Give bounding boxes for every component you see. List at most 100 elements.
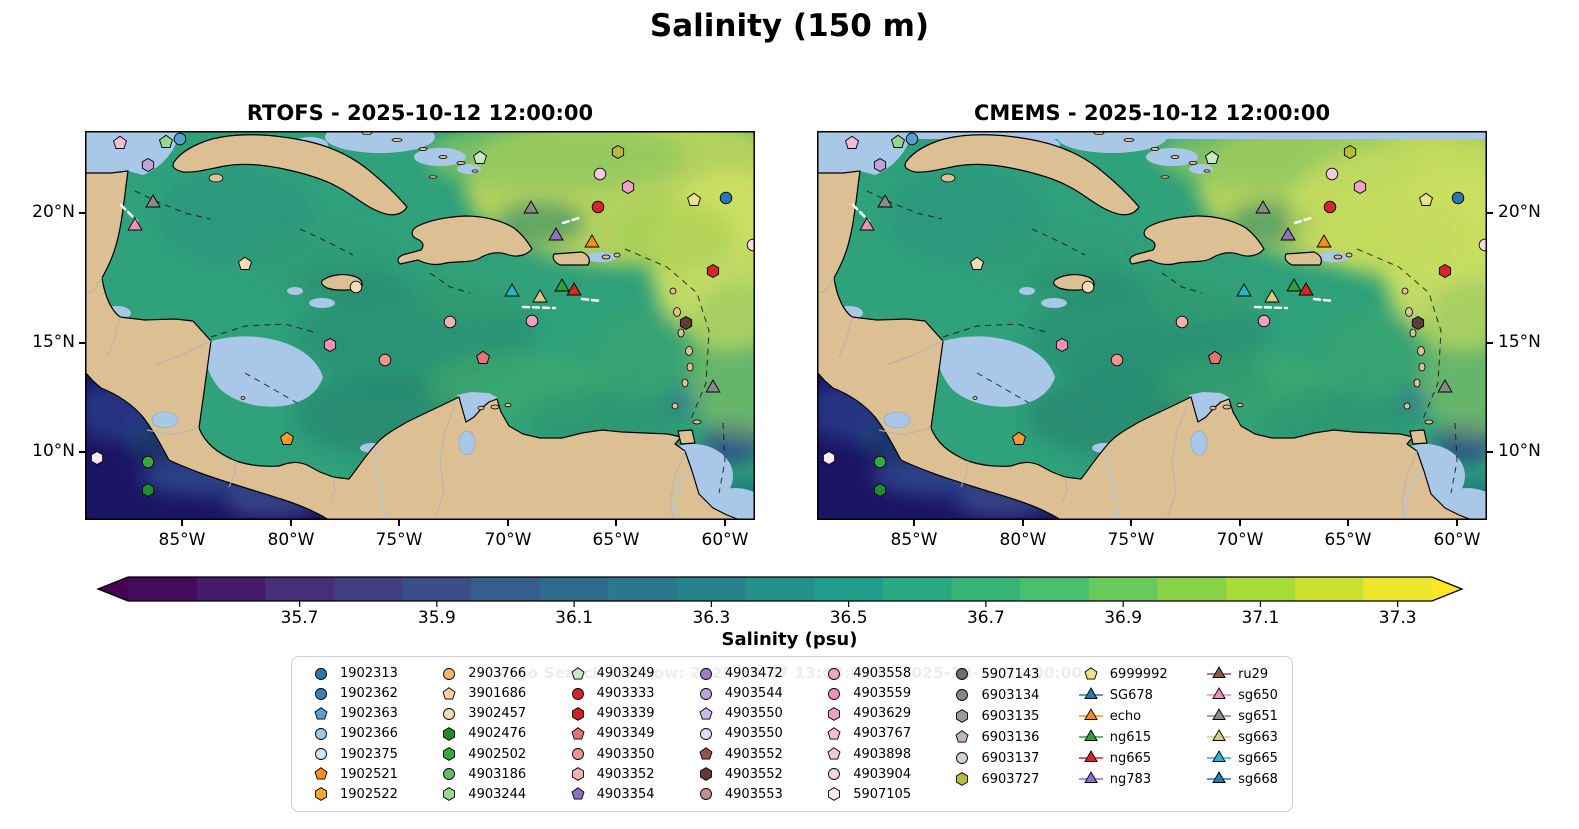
legend-column: 6999992 SG678 echo ng615 ng665 ng783 bbox=[1076, 664, 1168, 804]
x-tick-mark bbox=[615, 520, 617, 526]
platform-marker bbox=[1264, 289, 1280, 303]
platform-marker bbox=[746, 238, 755, 252]
legend-entry: ru29 bbox=[1204, 664, 1278, 684]
platform-marker bbox=[1208, 350, 1222, 364]
platform-marker bbox=[141, 455, 155, 469]
country-border bbox=[1061, 476, 1068, 504]
legend-entry: sg668 bbox=[1204, 769, 1278, 789]
legend-label: 6903136 bbox=[981, 729, 1040, 745]
lon-tick-label: 60°W bbox=[1433, 530, 1481, 550]
maritime-boundary bbox=[299, 228, 354, 256]
platform-marker bbox=[145, 194, 161, 208]
platform-marker bbox=[1012, 431, 1026, 445]
legend-label: 6903137 bbox=[981, 750, 1040, 766]
float-marker-icon bbox=[443, 787, 456, 802]
float-marker-icon bbox=[315, 728, 327, 740]
platform-marker bbox=[1280, 227, 1296, 241]
float-marker-icon bbox=[315, 667, 327, 680]
legend-label: 4903339 bbox=[596, 706, 655, 722]
legend-entry: 6903136 bbox=[947, 727, 1039, 747]
platform-marker bbox=[90, 450, 104, 466]
legend-label: ng665 bbox=[1109, 750, 1152, 766]
legend-entry: 4903244 bbox=[434, 785, 526, 804]
country-border bbox=[146, 427, 200, 436]
colorbar-tick-label: 36.5 bbox=[830, 608, 868, 627]
platform-marker bbox=[1110, 353, 1124, 367]
float-marker-icon bbox=[956, 689, 969, 701]
platform-marker bbox=[611, 144, 625, 160]
lake bbox=[883, 411, 911, 429]
country-border bbox=[878, 427, 932, 436]
maritime-boundary bbox=[1031, 228, 1086, 256]
platform-marker bbox=[1478, 238, 1487, 252]
legend-entry: 1902363 bbox=[306, 704, 398, 723]
lon-tick-label: 85°W bbox=[158, 530, 206, 550]
float-marker-icon bbox=[314, 767, 328, 780]
x-tick-mark bbox=[1239, 520, 1241, 526]
legend-label: sg668 bbox=[1238, 771, 1278, 787]
platform-marker bbox=[127, 217, 143, 231]
maritime-boundary bbox=[1450, 422, 1458, 494]
glider-marker-icon bbox=[1207, 708, 1232, 720]
legend-label: 6903134 bbox=[981, 687, 1040, 703]
float-marker-icon bbox=[315, 748, 327, 761]
float-marker-icon bbox=[443, 727, 456, 741]
platform-marker bbox=[873, 157, 887, 173]
lat-tick-label: 10°N bbox=[32, 441, 75, 461]
float-marker-icon bbox=[1084, 667, 1098, 680]
panel-cmems-title: CMEMS - 2025-10-12 12:00:00 bbox=[973, 101, 1331, 125]
legend-entry: 4903472 bbox=[691, 664, 783, 683]
legend-label: SG678 bbox=[1109, 687, 1153, 703]
panel-rtofs-title: RTOFS - 2025-10-12 12:00:00 bbox=[246, 101, 594, 125]
float-marker-icon bbox=[827, 727, 841, 740]
platform-marker bbox=[1451, 191, 1465, 205]
platform-marker bbox=[1236, 283, 1252, 297]
platform-marker bbox=[1175, 315, 1189, 329]
platform-marker bbox=[891, 134, 905, 148]
axes-frame bbox=[85, 131, 755, 520]
legend-entry: 4903898 bbox=[819, 745, 911, 764]
legend-entry: 1902366 bbox=[306, 724, 398, 743]
glider-track bbox=[1312, 297, 1335, 303]
legend-label: ng783 bbox=[1109, 771, 1152, 787]
platform-marker bbox=[705, 379, 721, 393]
legend-label: 5907143 bbox=[981, 666, 1040, 682]
legend-entry: sg665 bbox=[1204, 748, 1278, 768]
platform-marker bbox=[1205, 150, 1219, 164]
float-marker-icon bbox=[699, 728, 712, 740]
platform-marker bbox=[1437, 379, 1453, 393]
river bbox=[672, 469, 692, 520]
lat-tick-label: 10°N bbox=[1498, 441, 1541, 461]
legend-column: 5907143 6903134 6903135 6903136 6903137 69037… bbox=[947, 664, 1039, 804]
maritime-boundary bbox=[429, 272, 471, 294]
legend-entry: ng665 bbox=[1076, 748, 1168, 768]
platform-marker bbox=[238, 256, 252, 270]
platform-marker bbox=[141, 157, 155, 173]
platform-marker bbox=[1419, 192, 1433, 206]
legend-entry: 5907105 bbox=[819, 785, 911, 804]
float-marker-icon bbox=[571, 748, 584, 761]
colorbar-tick-label: 36.3 bbox=[692, 608, 730, 627]
legend-label: 4903249 bbox=[596, 666, 655, 682]
legend-label: 1902366 bbox=[340, 726, 398, 742]
legend-entry: 4903550 bbox=[691, 724, 783, 743]
float-marker-icon bbox=[443, 667, 456, 680]
platform-marker bbox=[378, 353, 392, 367]
colorbar-tick-label: 36.1 bbox=[555, 608, 593, 627]
legend-label: 1902522 bbox=[340, 786, 398, 802]
lat-tick-label: 20°N bbox=[32, 202, 75, 222]
platform-marker bbox=[443, 315, 457, 329]
legend-entry: 1902375 bbox=[306, 745, 398, 764]
float-marker-icon bbox=[827, 747, 841, 760]
lon-tick-label: 65°W bbox=[592, 530, 640, 550]
lat-tick-label: 15°N bbox=[32, 332, 75, 352]
legend-entry: 6903135 bbox=[947, 706, 1039, 726]
x-tick-mark bbox=[913, 520, 915, 526]
river bbox=[374, 446, 386, 520]
y-tick-mark bbox=[79, 451, 85, 453]
float-marker-icon bbox=[828, 687, 841, 700]
platform-marker bbox=[173, 132, 187, 146]
platform-marker bbox=[859, 217, 875, 231]
float-marker-icon bbox=[699, 687, 712, 700]
platform-marker bbox=[1255, 200, 1271, 214]
